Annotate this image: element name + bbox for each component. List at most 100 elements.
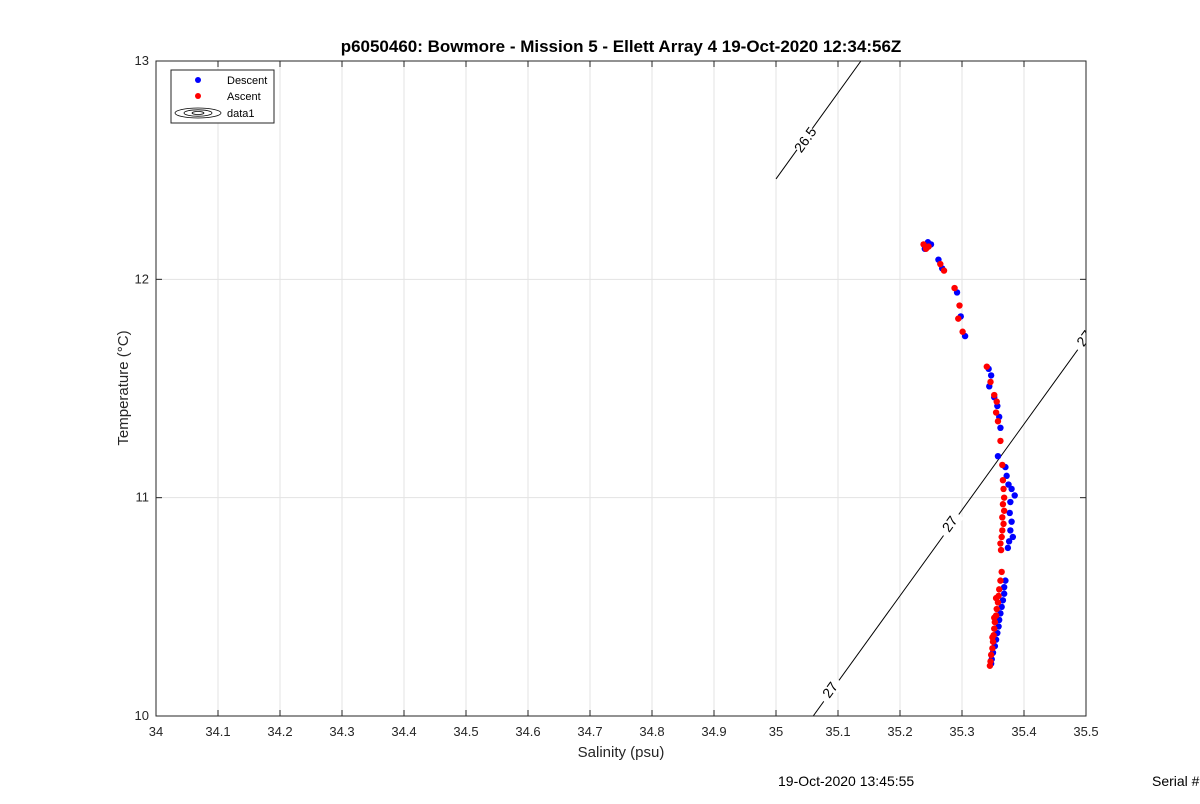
data-point-ascent — [1000, 494, 1008, 501]
data-point-ascent — [991, 614, 998, 621]
y-tick-label: 13 — [135, 53, 149, 68]
data-point-ascent — [999, 461, 1006, 469]
x-tick-label: 35.5 — [1073, 724, 1098, 739]
data-point-ascent — [987, 651, 995, 659]
legend-label-data1: data1 — [227, 108, 255, 120]
data-point-ascent — [1000, 520, 1007, 528]
data-point-ascent — [993, 398, 1000, 405]
y-tick-label: 11 — [136, 490, 150, 505]
data-point-ascent — [999, 501, 1007, 508]
contour-line — [775, 61, 862, 180]
x-tick-label: 34.9 — [701, 724, 726, 739]
data-point-ascent — [940, 267, 948, 274]
legend-marker-ascent — [195, 93, 201, 99]
x-tick-label: 34.3 — [329, 724, 354, 739]
footer-timestamp: 19-Oct-2020 13:45:55 — [778, 773, 915, 789]
contour-label-bg — [791, 124, 820, 155]
data-point-ascent — [925, 243, 932, 250]
data-point-ascent — [993, 605, 1000, 613]
x-tick-label: 34.4 — [391, 724, 416, 739]
data-point-descent — [1011, 492, 1018, 499]
x-tick-label: 34.8 — [639, 724, 664, 739]
data-point-ascent — [997, 577, 1004, 584]
x-tick-label: 34.6 — [515, 724, 540, 739]
x-tick-label: 35.1 — [825, 724, 850, 739]
data-point-descent — [997, 424, 1004, 431]
legend-marker-descent — [195, 77, 201, 83]
contour-label: 27 — [935, 508, 964, 540]
data-point-ascent — [999, 477, 1007, 484]
y-tick-label: 10 — [135, 708, 149, 723]
x-axis-label: Salinity (psu) — [578, 744, 665, 761]
contour-label-bg — [1070, 323, 1086, 354]
legend-label-ascent: Ascent — [227, 91, 261, 103]
x-tick-label: 35.4 — [1011, 724, 1036, 739]
data-point-ascent — [951, 284, 958, 292]
data-point-ascent — [983, 363, 990, 370]
data-points — [920, 239, 1018, 669]
data-point-descent — [1005, 538, 1013, 545]
x-tick-label: 35.2 — [887, 724, 912, 739]
contour-label: 27 — [815, 674, 845, 706]
x-tick-label: 34.2 — [267, 724, 292, 739]
y-tick-label: 12 — [135, 271, 149, 286]
plot-frame — [155, 60, 1087, 717]
x-tick-label: 34.1 — [205, 724, 230, 739]
data-point-descent — [1003, 472, 1010, 480]
data-point-ascent — [996, 586, 1003, 593]
data-point-ascent — [956, 302, 963, 309]
data-point-ascent — [998, 568, 1005, 576]
data-point-descent — [999, 597, 1007, 604]
footer-serial: Serial # — [1152, 773, 1200, 789]
data-point-ascent — [992, 409, 1000, 416]
x-axis-ticks: 34 34.1 34.2 34.3 34.4 34.5 34.6 34.7 34.8 34.9 35… — [149, 61, 1099, 739]
legend-box — [170, 69, 275, 124]
data-point-ascent — [991, 391, 998, 399]
data-point-descent — [1004, 544, 1012, 552]
data-point-ascent — [991, 625, 998, 632]
data-point-ascent — [1000, 507, 1008, 514]
data-point-descent — [1000, 583, 1008, 591]
data-point-ascent — [1000, 485, 1007, 493]
data-point-ascent — [989, 634, 996, 641]
data-point-ascent — [959, 328, 966, 335]
legend: Descent Ascent data1 — [170, 69, 275, 124]
data-point-ascent — [999, 514, 1006, 521]
legend-label-descent: Descent — [227, 75, 267, 87]
data-point-ascent — [992, 594, 1000, 602]
y-axis-ticks: 10 11 12 13 — [135, 53, 1086, 723]
chart-title: p6050460: Bowmore - Mission 5 - Ellett A… — [341, 37, 902, 56]
data-point-ascent — [989, 645, 996, 652]
data-point-descent — [1006, 509, 1013, 517]
x-tick-label: 34.7 — [577, 724, 602, 739]
data-point-descent — [1007, 527, 1014, 534]
data-point-ascent — [937, 260, 944, 268]
x-tick-label: 35.3 — [949, 724, 974, 739]
y-axis-label: Temperature (°C) — [115, 330, 132, 445]
data-point-ascent — [998, 533, 1005, 541]
data-point-ascent — [997, 546, 1005, 554]
contour-label-bg — [815, 674, 845, 706]
data-point-ascent — [997, 540, 1004, 547]
plot-area — [156, 61, 1086, 716]
data-point-ascent — [997, 437, 1004, 445]
x-tick-label: 35 — [769, 724, 783, 739]
data-point-ascent — [994, 418, 1002, 425]
data-point-descent — [1002, 577, 1009, 584]
data-point-ascent — [999, 527, 1006, 534]
data-point-descent — [1008, 518, 1015, 525]
data-point-descent — [987, 372, 995, 379]
data-point-descent — [1000, 590, 1008, 597]
contour-label-bg — [935, 508, 964, 540]
x-tick-label: 34.5 — [453, 724, 478, 739]
data-point-descent — [998, 603, 1005, 611]
data-point-descent — [994, 452, 1002, 460]
data-point-ascent — [955, 315, 962, 322]
x-tick-label: 34 — [149, 724, 163, 739]
legend-marker-contour-icon — [174, 107, 222, 119]
data-point-ascent — [986, 662, 994, 669]
data-point-ascent — [987, 378, 994, 386]
data-point-descent — [1009, 533, 1017, 541]
